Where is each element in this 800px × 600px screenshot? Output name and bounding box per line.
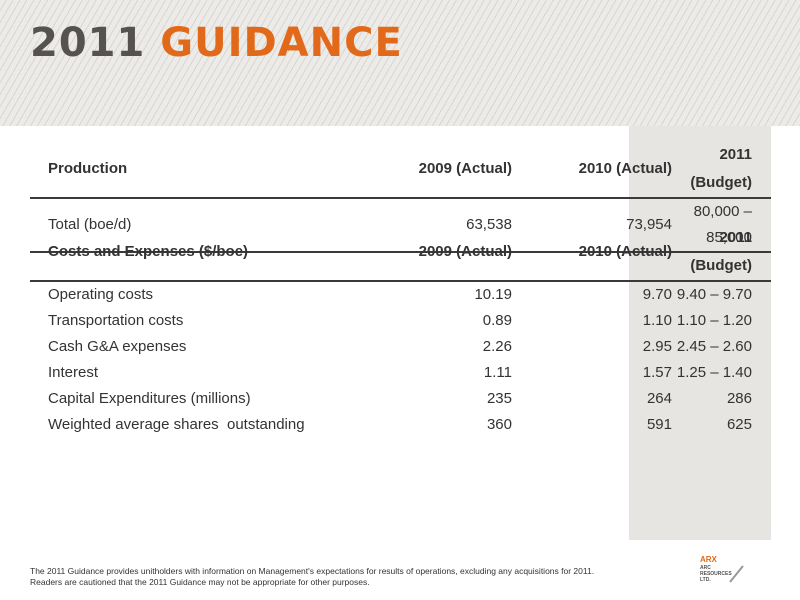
logo-text-arc: ARC xyxy=(700,565,711,571)
production-header-2010: 2010 (Actual) xyxy=(512,141,672,199)
table-row: Cash G&A expenses 2.26 2.95 2.45 – 2.60 xyxy=(30,334,771,360)
logo-slash-mark xyxy=(729,565,744,583)
table-row: Capital Expenditures (millions) 235 264 … xyxy=(30,386,771,412)
costs-header-row: Costs and Expenses ($/boe) 2009 (Actual)… xyxy=(30,224,771,282)
value-2010: 9.70 xyxy=(642,286,672,303)
header-band xyxy=(0,0,800,126)
title-year: 2011 xyxy=(30,20,146,66)
row-label: Capital Expenditures (millions) xyxy=(48,390,251,407)
costs-table: Costs and Expenses ($/boe) 2009 (Actual)… xyxy=(30,224,771,438)
value-2011: 625 xyxy=(726,416,752,433)
page-title: 2011 GUIDANCE xyxy=(30,20,403,66)
production-header-label: Production xyxy=(30,141,348,199)
title-word: GUIDANCE xyxy=(160,20,403,66)
value-2011: 1.10 – 1.20 xyxy=(676,312,752,329)
production-header-row: Production 2009 (Actual) 2010 (Actual) 2… xyxy=(30,141,771,199)
table-row: Weighted average shares outstanding 360 … xyxy=(30,412,771,438)
value-2010: 264 xyxy=(646,390,672,407)
table-row: Interest 1.11 1.57 1.25 – 1.40 xyxy=(30,360,771,386)
production-header-2011: 2011 (Budget) xyxy=(672,141,771,199)
table-row: Transportation costs 0.89 1.10 1.10 – 1.… xyxy=(30,308,771,334)
footnote: The 2011 Guidance provides unitholders w… xyxy=(30,566,595,587)
costs-header-label: Costs and Expenses ($/boe) xyxy=(30,224,348,282)
row-label: Weighted average shares outstanding xyxy=(48,416,305,433)
row-label: Interest xyxy=(48,364,99,381)
value-2009: 2.26 xyxy=(482,338,512,355)
value-2009: 235 xyxy=(486,390,512,407)
value-2009: 1.11 xyxy=(483,364,512,381)
value-2011: 2.45 – 2.60 xyxy=(676,338,752,355)
production-header-2009: 2009 (Actual) xyxy=(348,141,512,199)
value-2009: 360 xyxy=(486,416,512,433)
value-2011: 1.25 – 1.40 xyxy=(676,364,752,381)
value-2009: 0.89 xyxy=(482,312,512,329)
value-2011: 9.40 – 9.70 xyxy=(676,286,752,303)
value-2009: 10.19 xyxy=(474,286,512,303)
value-2010: 1.57 xyxy=(642,364,672,381)
logo-text-arx: ARX xyxy=(700,555,718,564)
row-label: Operating costs xyxy=(48,286,154,303)
value-2010: 2.95 xyxy=(642,338,672,355)
costs-header-2011: 2011 (Budget) xyxy=(672,224,771,282)
logo-text-resources: RESOURCES xyxy=(700,571,732,577)
value-2010: 591 xyxy=(646,416,672,433)
logo-text-ltd: LTD. xyxy=(700,577,711,583)
row-label: Cash G&A expenses xyxy=(48,338,187,355)
table-row: Operating costs 10.19 9.70 9.40 – 9.70 xyxy=(30,281,771,308)
value-2011: 286 xyxy=(726,390,752,407)
costs-header-2009: 2009 (Actual) xyxy=(348,224,512,282)
row-label: Transportation costs xyxy=(48,312,184,329)
costs-header-2010: 2010 (Actual) xyxy=(512,224,672,282)
arc-resources-logo: ARX ARC RESOURCES LTD. xyxy=(700,555,744,583)
value-2010: 1.10 xyxy=(642,312,672,329)
